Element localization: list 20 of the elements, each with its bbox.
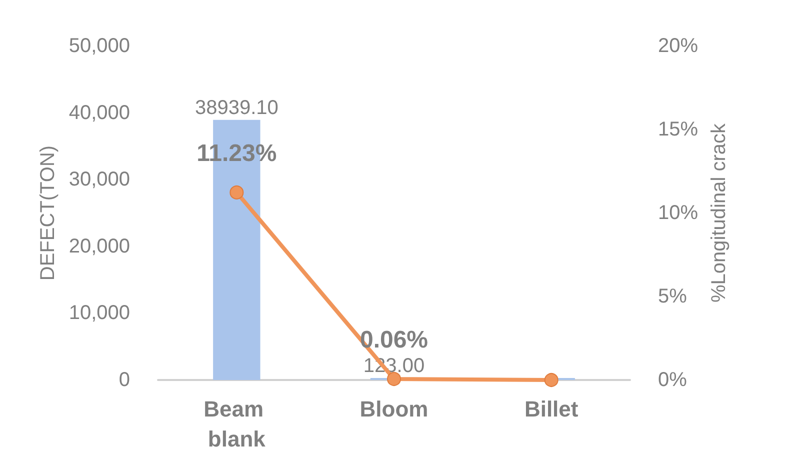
x-tick-label: Bloom — [360, 396, 428, 422]
y-tick-label: 10,000 — [68, 302, 130, 324]
y-tick-label: 40,000 — [68, 102, 130, 124]
point — [230, 185, 244, 200]
y2-axis-title: %Longitudinal crack — [708, 122, 730, 302]
y-tick-label: 30,000 — [68, 168, 130, 191]
y2-tick-label: 5% — [658, 286, 688, 308]
data-label: 0.06% — [360, 326, 428, 354]
y-tick-label: 0 — [118, 369, 130, 391]
x-tick-label: Beam blank — [204, 396, 270, 452]
y2-tick-label: 0% — [658, 369, 688, 391]
y-tick-label: 20,000 — [68, 235, 130, 258]
y2-tick-label: 20% — [658, 35, 698, 57]
y2-tick-label: 15% — [658, 118, 698, 140]
y-tick-label: 50,000 — [68, 35, 130, 57]
x-tick-label: Billet — [524, 396, 579, 422]
data-label: 38939.10 — [194, 96, 278, 119]
point — [544, 373, 558, 387]
y-axis-title: DEFECT(TON) — [36, 145, 59, 281]
y2-tick-label: 10% — [658, 202, 698, 224]
